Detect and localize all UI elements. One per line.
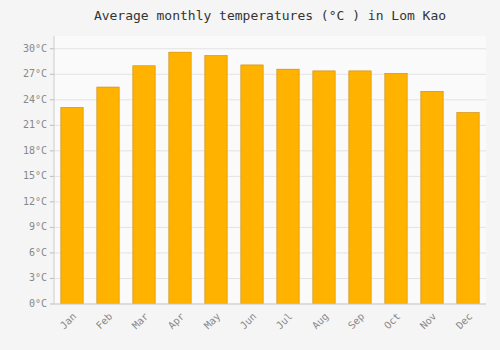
y-tick — [50, 252, 54, 253]
y-tick — [50, 278, 54, 279]
bar — [205, 56, 227, 304]
y-tick — [50, 48, 54, 49]
y-tick-labels: 0°C 3°C 6°C 9°C 12°C 15°C 18°C 21°C 24°C 27°C 30°C — [23, 43, 54, 309]
x-tick-label: Oct — [382, 311, 403, 332]
chart-container: 0°C 3°C 6°C 9°C 12°C 15°C 18°C 21°C 24°C 27°C 30°C… — [0, 0, 500, 350]
chart-svg: 0°C 3°C 6°C 9°C 12°C 15°C 18°C 21°C 24°C 27°C 30°C… — [0, 0, 500, 350]
x-tick-label: Jan — [58, 311, 79, 332]
grid — [54, 49, 486, 304]
bar — [169, 52, 191, 304]
x-tick-label: Mar — [130, 311, 151, 332]
y-tick — [50, 201, 54, 202]
bar — [457, 113, 479, 304]
bar — [133, 66, 155, 304]
x-tick-label: Jul — [274, 311, 295, 332]
bars — [61, 52, 479, 304]
plot-background — [54, 36, 486, 304]
grid-line — [54, 304, 486, 305]
x-axis-line — [54, 304, 486, 305]
y-tick-label: 30°C — [23, 43, 47, 54]
y-tick — [50, 227, 54, 228]
y-axis-line — [54, 36, 55, 304]
x-tick-label: Dec — [454, 311, 475, 332]
page: {"chart_data": {"type": "bar", "title": … — [0, 0, 500, 350]
y-tick — [50, 125, 54, 126]
bar — [61, 107, 83, 304]
y-tick-label: 3°C — [29, 272, 47, 283]
y-tick — [50, 74, 54, 75]
bar — [97, 87, 119, 304]
y-tick-label: 27°C — [23, 68, 47, 79]
y-tick-label: 21°C — [23, 119, 47, 130]
x-tick-label: Apr — [166, 311, 187, 332]
x-tick-label: Jun — [238, 311, 259, 332]
y-tick — [50, 176, 54, 177]
y-tick-label: 12°C — [23, 196, 47, 207]
y-tick-label: 9°C — [29, 221, 47, 232]
y-tick-label: 18°C — [23, 145, 47, 156]
bar — [421, 91, 443, 304]
y-tick-label: 15°C — [23, 170, 47, 181]
y-tick — [50, 304, 54, 305]
y-tick-label: 24°C — [23, 94, 47, 105]
grid-line — [54, 74, 486, 75]
title: Average monthly temperatures (°C ) in Lo… — [94, 8, 446, 23]
x-tick-label: Sep — [346, 311, 367, 332]
y-tick-label: 0°C — [29, 298, 47, 309]
x-tick-label: Feb — [94, 311, 115, 332]
bar — [349, 71, 371, 304]
bar — [313, 71, 335, 304]
grid-line — [54, 48, 486, 49]
x-tick-label: Aug — [310, 311, 331, 332]
bar — [241, 65, 263, 304]
x-tick-labels: Jan Feb Mar Apr May Jun Jul Aug Sep Oct Nov Dec — [58, 311, 475, 332]
y-tick-label: 6°C — [29, 247, 47, 258]
x-tick-label: May — [202, 311, 223, 332]
y-tick — [50, 150, 54, 151]
background — [0, 0, 500, 350]
x-tick-label: Nov — [418, 311, 439, 332]
bar — [385, 73, 407, 304]
y-tick — [50, 99, 54, 100]
bar — [277, 69, 299, 304]
